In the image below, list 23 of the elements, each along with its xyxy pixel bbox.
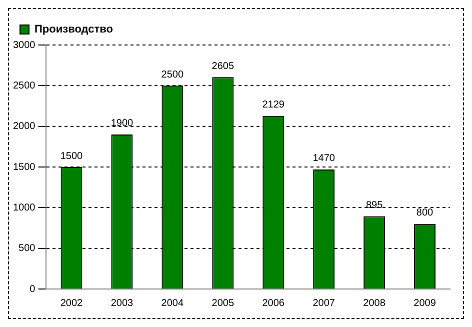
x-tick-label: 2005 — [212, 298, 234, 309]
x-tick-label: 2008 — [363, 298, 386, 309]
x-tick-label: 2004 — [161, 298, 184, 309]
data-label: 800 — [416, 208, 434, 219]
y-tick-label: 0 — [30, 284, 36, 295]
y-tick-label: 1500 — [12, 162, 36, 173]
y-tick-label: 2000 — [12, 121, 36, 132]
x-tick-label: 2002 — [60, 298, 84, 309]
data-label: 1500 — [60, 150, 84, 162]
x-tick-label: 2006 — [262, 298, 285, 309]
data-label: 2129 — [262, 100, 285, 111]
y-tick-label: 500 — [18, 243, 36, 254]
y-tick-label: 2500 — [12, 80, 36, 92]
legend-label: Производство — [34, 24, 114, 36]
data-label: 2605 — [212, 60, 234, 72]
data-label: 1900 — [110, 118, 134, 130]
x-tick-label: 2009 — [414, 298, 436, 309]
y-tick-label: 3000 — [12, 40, 36, 51]
data-label: 1470 — [312, 153, 336, 164]
x-tick-label: 2007 — [312, 298, 336, 309]
y-tick-label: 1000 — [12, 202, 36, 214]
data-label: 2500 — [161, 69, 184, 80]
x-tick-label: 2003 — [110, 298, 134, 309]
